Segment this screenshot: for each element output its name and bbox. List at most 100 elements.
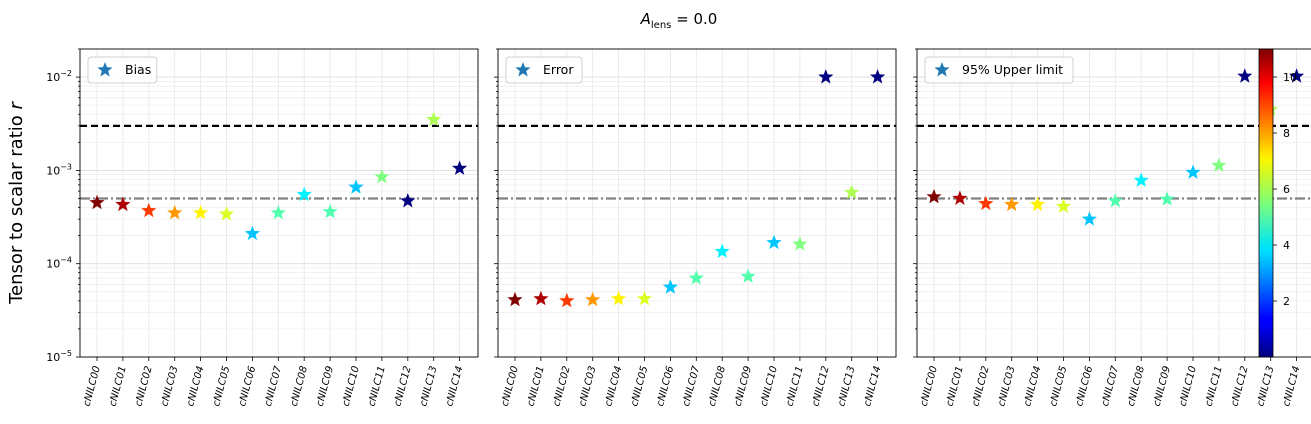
x-tick-label: cNILC14	[1281, 365, 1302, 408]
data-point	[426, 111, 442, 127]
data-point	[766, 234, 782, 250]
x-tick-label: cNILC13	[418, 365, 439, 408]
x-tick-label: cNILC05	[211, 365, 232, 408]
x-tick-label: cNILC02	[551, 365, 572, 408]
x-tick-label: cNILC01	[945, 365, 966, 408]
data-point	[844, 184, 860, 199]
data-point	[270, 204, 286, 220]
colorbar-gradient	[1258, 48, 1274, 358]
x-tick-label: cNILC08	[289, 365, 310, 408]
y-tick-label: 10−4	[46, 256, 72, 271]
x-tick-label: cNILC03	[996, 365, 1017, 408]
data-point	[1081, 211, 1097, 226]
x-tick-label: cNILC14	[862, 365, 883, 408]
data-point	[978, 195, 994, 211]
data-point	[1289, 68, 1305, 83]
colorbar-tick-label: 4	[1283, 239, 1290, 252]
x-tick-label: cNILC11	[1204, 365, 1225, 408]
data-point	[1185, 164, 1201, 179]
legend-box	[924, 56, 1074, 84]
x-tick-label: cNILC14	[444, 365, 465, 408]
axes-frame	[79, 48, 479, 358]
data-point	[1030, 196, 1046, 212]
x-tick-label: cNILC12	[392, 365, 413, 408]
y-tick-label: 10−2	[46, 69, 72, 84]
legend-label: 95% Upper limit	[962, 62, 1063, 77]
legend-box	[505, 56, 583, 84]
data-point	[322, 203, 338, 219]
x-tick-label: cNILC07	[1100, 364, 1121, 407]
data-point	[1159, 191, 1175, 206]
x-tick-label: cNILC01	[526, 365, 547, 408]
x-tick-label: cNILC10	[341, 365, 362, 408]
data-point	[559, 292, 575, 308]
x-tick-label: cNILC06	[655, 365, 676, 408]
legend-label: Error	[543, 62, 574, 77]
x-tick-label: cNILC04	[185, 365, 206, 408]
x-tick-label: cNILC06	[1074, 365, 1095, 408]
data-point	[400, 193, 416, 208]
panel-1: cNILC00 cNILC01 cNILC02 cNILC03 cNILC04 cNILC…	[46, 48, 479, 408]
x-tick-label: cNILC06	[237, 365, 258, 408]
data-point	[818, 69, 834, 84]
data-point	[533, 290, 549, 306]
data-point	[507, 291, 523, 307]
data-point	[296, 186, 312, 202]
panels: cNILC00 cNILC01 cNILC02 cNILC03 cNILC04 cNILC…	[46, 48, 1311, 408]
x-tick-label: cNILC10	[1178, 365, 1199, 408]
data-point	[1133, 172, 1149, 187]
x-tick-label: cNILC01	[108, 365, 129, 408]
data-point	[792, 236, 808, 251]
data-point	[193, 204, 209, 220]
x-tick-label: cNILC11	[367, 365, 388, 408]
data-point	[452, 160, 468, 175]
colorbar-tick-label: 2	[1283, 295, 1290, 308]
data-point	[1004, 196, 1020, 212]
x-tick-label: cNILC02	[970, 365, 991, 408]
x-tick-label: cNILC07	[263, 364, 284, 407]
panel-2: cNILC00 cNILC01 cNILC02 cNILC03 cNILC04 cNILC…	[494, 48, 897, 408]
x-tick-label: cNILC13	[1255, 365, 1276, 408]
figure-title: Alens = 0.0	[640, 10, 718, 31]
data-point	[636, 290, 653, 306]
data-point	[115, 196, 131, 212]
x-tick-label: cNILC12	[1229, 365, 1250, 408]
legend: 95% Upper limit	[924, 56, 1074, 84]
data-point	[926, 188, 942, 204]
data-point	[1211, 157, 1227, 172]
data-point	[1237, 68, 1253, 83]
x-tick-label: cNILC03	[577, 365, 598, 408]
colorbar: 2 4 6 8 10	[1258, 48, 1297, 358]
colorbar-tick-label: 10	[1283, 71, 1297, 84]
legend-marker	[97, 62, 113, 77]
data-point	[662, 279, 678, 294]
data-point	[141, 202, 157, 218]
x-tick-label: cNILC00	[82, 365, 103, 408]
axes-frame	[916, 48, 1311, 358]
x-tick-label: cNILC04	[1022, 365, 1043, 408]
axes-frame	[497, 48, 897, 358]
data-point	[218, 206, 235, 221]
legend-label: Bias	[125, 62, 151, 77]
x-tick-label: cNILC08	[1126, 365, 1147, 408]
legend-marker	[934, 62, 950, 77]
x-tick-label: cNILC07	[681, 364, 702, 407]
data-point	[244, 225, 260, 241]
x-tick-label: cNILC03	[159, 365, 180, 408]
data-point	[714, 243, 730, 258]
y-tick-label: 10−3	[46, 162, 72, 177]
data-point	[688, 270, 704, 285]
panel-3: cNILC00 cNILC01 cNILC02 cNILC03 cNILC04 cNILC…	[913, 48, 1311, 408]
x-tick-label: cNILC02	[133, 365, 154, 408]
x-tick-label: cNILC11	[785, 365, 806, 408]
data-point	[740, 268, 756, 283]
x-tick-label: cNILC04	[603, 365, 624, 408]
x-tick-label: cNILC00	[500, 365, 521, 408]
colorbar-tick-label: 8	[1283, 127, 1290, 140]
x-tick-label: cNILC12	[810, 365, 831, 408]
data-point	[611, 290, 627, 306]
x-tick-label: cNILC00	[919, 365, 940, 408]
data-point	[870, 69, 886, 84]
y-axis-label: Tensor to scalar ratio r	[6, 101, 27, 305]
data-point	[585, 291, 601, 307]
